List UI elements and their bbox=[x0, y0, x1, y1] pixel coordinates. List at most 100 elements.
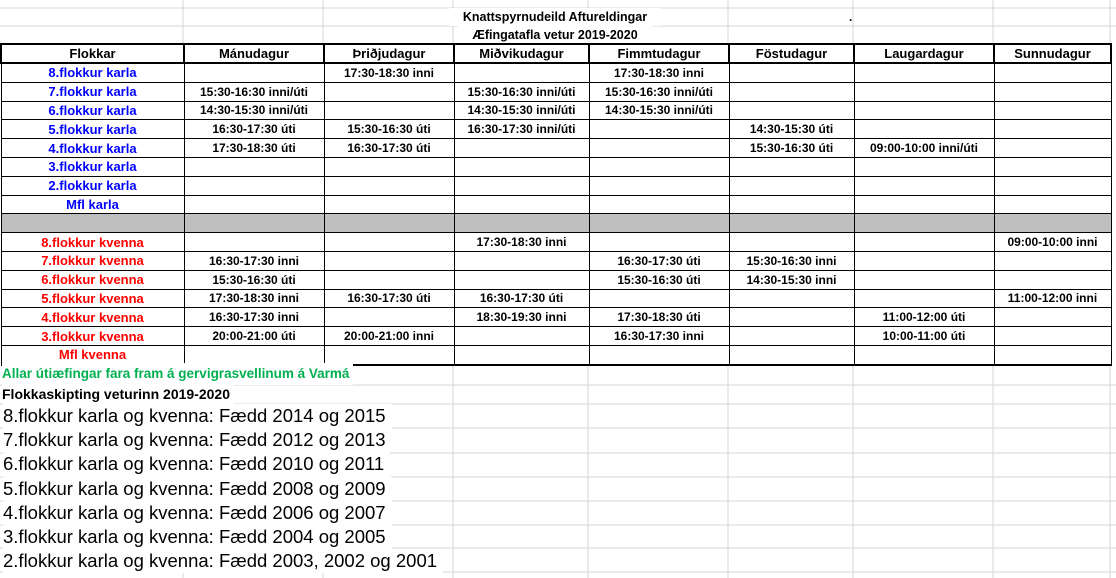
schedule-cell[interactable] bbox=[588, 288, 730, 309]
schedule-cell[interactable] bbox=[323, 194, 455, 215]
schedule-cell[interactable]: 17:30-18:30 inni bbox=[323, 62, 455, 83]
column-header-day[interactable]: Fimmtudagur bbox=[588, 43, 730, 64]
schedule-cell[interactable] bbox=[323, 307, 455, 328]
separator-cell[interactable] bbox=[853, 213, 995, 234]
schedule-cell[interactable] bbox=[453, 326, 590, 346]
schedule-cell[interactable]: 15:30-16:30 inni/úti bbox=[183, 81, 325, 102]
schedule-cell[interactable] bbox=[993, 194, 1112, 215]
schedule-cell[interactable]: 11:00-12:00 úti bbox=[853, 307, 995, 328]
schedule-cell[interactable] bbox=[853, 194, 995, 215]
schedule-cell[interactable] bbox=[183, 194, 325, 215]
column-header-day[interactable]: Föstudagur bbox=[728, 43, 855, 64]
schedule-cell[interactable] bbox=[728, 288, 855, 309]
schedule-cell[interactable] bbox=[728, 81, 855, 102]
team-label-cell[interactable]: 5.flokkur kvenna bbox=[0, 288, 185, 309]
separator-cell[interactable] bbox=[323, 213, 455, 234]
stray-dot-cell[interactable]: . bbox=[849, 10, 853, 24]
team-label-cell[interactable]: 8.flokkur karla bbox=[0, 62, 185, 83]
schedule-cell[interactable] bbox=[853, 62, 995, 83]
schedule-cell[interactable]: 17:30-18:30 inni bbox=[453, 232, 590, 252]
schedule-cell[interactable] bbox=[323, 100, 455, 121]
schedule-cell[interactable]: 16:30-17:30 úti bbox=[183, 119, 325, 140]
schedule-cell[interactable] bbox=[728, 156, 855, 177]
schedule-cell[interactable] bbox=[728, 307, 855, 328]
schedule-cell[interactable] bbox=[588, 156, 730, 177]
schedule-cell[interactable] bbox=[853, 288, 995, 309]
team-label-cell[interactable]: 6.flokkur kvenna bbox=[0, 269, 185, 290]
schedule-cell[interactable] bbox=[323, 81, 455, 102]
schedule-cell[interactable] bbox=[853, 269, 995, 290]
schedule-cell[interactable] bbox=[588, 232, 730, 252]
separator-cell[interactable] bbox=[993, 213, 1112, 234]
schedule-cell[interactable]: 15:30-16:30 inni/úti bbox=[588, 81, 730, 102]
schedule-cell[interactable]: 16:30-17:30 inni bbox=[183, 307, 325, 328]
column-header-day[interactable]: Laugardagur bbox=[853, 43, 995, 64]
team-label-cell[interactable]: 3.flokkur kvenna bbox=[0, 326, 185, 346]
separator-cell[interactable] bbox=[728, 213, 855, 234]
schedule-cell[interactable] bbox=[183, 232, 325, 252]
schedule-cell[interactable]: 16:30-17:30 úti bbox=[453, 288, 590, 309]
schedule-cell[interactable]: 17:30-18:30 inni bbox=[183, 288, 325, 309]
schedule-cell[interactable] bbox=[453, 138, 590, 158]
schedule-cell[interactable] bbox=[183, 175, 325, 196]
schedule-cell[interactable]: 14:30-15:30 inni/úti bbox=[183, 100, 325, 121]
schedule-cell[interactable]: 16:30-17:30 úti bbox=[323, 138, 455, 158]
schedule-cell[interactable] bbox=[728, 232, 855, 252]
schedule-cell[interactable]: 20:00-21:00 inni bbox=[323, 326, 455, 346]
schedule-cell[interactable] bbox=[453, 156, 590, 177]
schedule-cell[interactable] bbox=[728, 344, 855, 366]
schedule-cell[interactable] bbox=[588, 344, 730, 366]
schedule-cell[interactable] bbox=[728, 62, 855, 83]
separator-cell[interactable] bbox=[588, 213, 730, 234]
schedule-cell[interactable] bbox=[323, 344, 455, 366]
schedule-cell[interactable] bbox=[993, 100, 1112, 121]
schedule-cell[interactable]: 15:30-16:30 inni/úti bbox=[453, 81, 590, 102]
schedule-cell[interactable] bbox=[183, 156, 325, 177]
schedule-cell[interactable] bbox=[993, 119, 1112, 140]
team-label-cell[interactable]: 3.flokkur karla bbox=[0, 156, 185, 177]
team-label-cell[interactable]: 6.flokkur karla bbox=[0, 100, 185, 121]
schedule-cell[interactable] bbox=[853, 119, 995, 140]
schedule-cell[interactable] bbox=[323, 175, 455, 196]
schedule-cell[interactable] bbox=[728, 100, 855, 121]
schedule-cell[interactable]: 15:30-16:30 úti bbox=[323, 119, 455, 140]
schedule-cell[interactable] bbox=[728, 194, 855, 215]
schedule-cell[interactable]: 14:30-15:30 inni/úti bbox=[453, 100, 590, 121]
schedule-cell[interactable] bbox=[728, 326, 855, 346]
schedule-cell[interactable]: 17:30-18:30 inni bbox=[588, 62, 730, 83]
schedule-cell[interactable] bbox=[853, 156, 995, 177]
schedule-cell[interactable]: 14:30-15:30 inni/úti bbox=[588, 100, 730, 121]
team-label-cell[interactable]: Mfl kvenna bbox=[0, 344, 185, 366]
schedule-cell[interactable] bbox=[453, 175, 590, 196]
schedule-cell[interactable] bbox=[453, 62, 590, 83]
schedule-cell[interactable]: 16:30-17:30 inni/úti bbox=[453, 119, 590, 140]
team-label-cell[interactable]: 5.flokkur karla bbox=[0, 119, 185, 140]
schedule-cell[interactable] bbox=[993, 344, 1112, 366]
team-label-cell[interactable]: Mfl karla bbox=[0, 194, 185, 215]
team-label-cell[interactable]: 2.flokkur karla bbox=[0, 175, 185, 196]
schedule-cell[interactable]: 18:30-19:30 inni bbox=[453, 307, 590, 328]
schedule-cell[interactable] bbox=[588, 138, 730, 158]
schedule-cell[interactable] bbox=[993, 138, 1112, 158]
separator-cell[interactable] bbox=[0, 213, 185, 234]
team-label-cell[interactable]: 7.flokkur kvenna bbox=[0, 250, 185, 271]
schedule-cell[interactable] bbox=[323, 232, 455, 252]
schedule-cell[interactable] bbox=[853, 344, 995, 366]
schedule-cell[interactable]: 10:00-11:00 úti bbox=[853, 326, 995, 346]
schedule-cell[interactable] bbox=[183, 344, 325, 366]
column-header-day[interactable]: Miðvikudagur bbox=[453, 43, 590, 64]
schedule-cell[interactable] bbox=[323, 156, 455, 177]
schedule-cell[interactable] bbox=[453, 194, 590, 215]
schedule-cell[interactable]: 17:30-18:30 úti bbox=[183, 138, 325, 158]
schedule-cell[interactable]: 09:00-10:00 inni bbox=[993, 232, 1112, 252]
schedule-cell[interactable] bbox=[453, 250, 590, 271]
schedule-cell[interactable]: 15:30-16:30 úti bbox=[588, 269, 730, 290]
schedule-cell[interactable]: 16:30-17:30 úti bbox=[588, 250, 730, 271]
schedule-cell[interactable]: 17:30-18:30 úti bbox=[588, 307, 730, 328]
schedule-cell[interactable] bbox=[453, 269, 590, 290]
schedule-cell[interactable] bbox=[588, 175, 730, 196]
schedule-cell[interactable]: 15:30-16:30 úti bbox=[183, 269, 325, 290]
schedule-cell[interactable] bbox=[993, 326, 1112, 346]
schedule-cell[interactable] bbox=[853, 100, 995, 121]
schedule-cell[interactable] bbox=[453, 344, 590, 366]
